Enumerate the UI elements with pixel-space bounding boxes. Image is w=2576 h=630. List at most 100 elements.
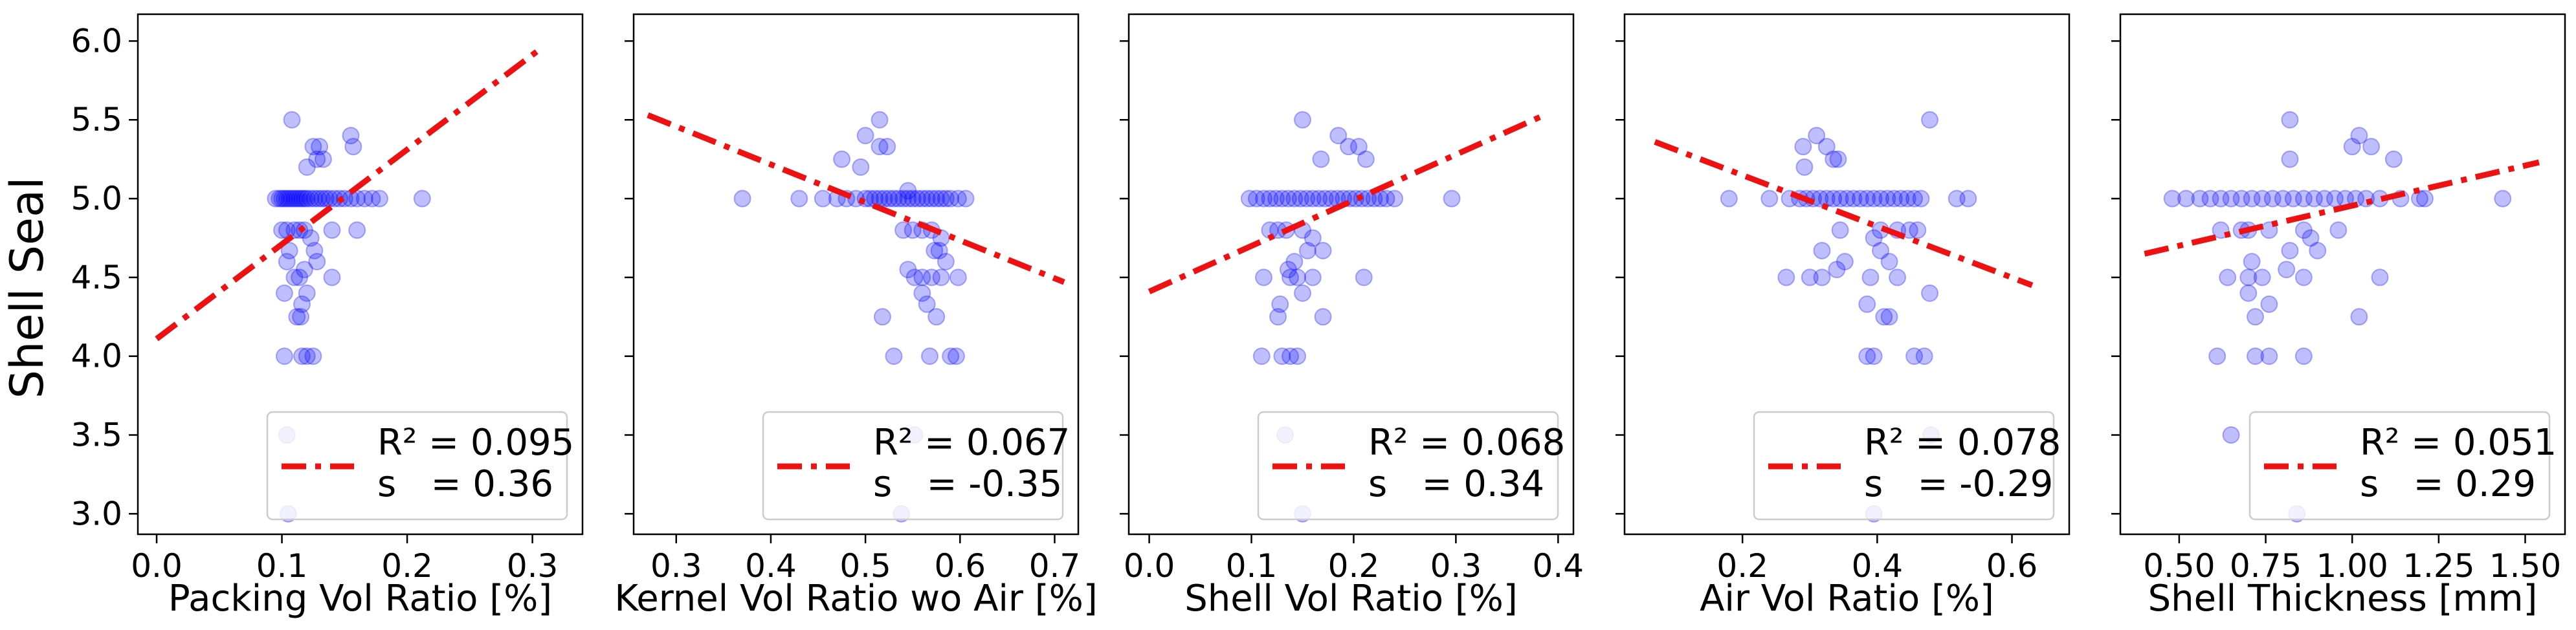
data-point (1831, 221, 1849, 239)
x-tick-label: 0.3 (507, 547, 559, 585)
data-point (2208, 347, 2226, 365)
data-point (2253, 268, 2271, 287)
data-point (1880, 253, 1898, 271)
data-point (342, 127, 360, 145)
x-tick-label: 0.4 (1533, 547, 1584, 585)
y-tick-label: 4.5 (71, 259, 122, 296)
data-point (927, 190, 946, 208)
data-point (275, 347, 293, 365)
data-point (267, 190, 285, 208)
data-point (1314, 308, 1332, 326)
data-point (273, 221, 291, 239)
data-point (957, 190, 975, 208)
data-point (2309, 241, 2327, 259)
x-tick-label: 0.1 (1226, 547, 1278, 585)
data-point (313, 190, 331, 208)
data-point (2247, 347, 2265, 365)
data-point (918, 190, 936, 208)
data-point (1273, 190, 1291, 208)
data-point (2294, 221, 2313, 239)
data-point (1316, 190, 1334, 208)
data-point (889, 190, 907, 208)
data-point (1838, 190, 1856, 208)
data-point (921, 347, 939, 365)
data-point (1921, 284, 1939, 302)
data-point (1273, 347, 1291, 365)
data-point (922, 268, 940, 287)
data-point (2305, 190, 2323, 208)
data-point (1872, 190, 1890, 208)
data-point (1795, 158, 1814, 176)
data-point (918, 295, 936, 313)
data-point (2201, 190, 2219, 208)
data-point (295, 261, 313, 279)
legend-box (2248, 411, 2551, 521)
data-point (927, 308, 946, 326)
data-point (2294, 347, 2313, 365)
data-point (1314, 241, 1332, 259)
y-tick-label: 6.0 (71, 22, 122, 60)
data-point (2239, 268, 2258, 287)
data-point (2219, 268, 2237, 287)
data-point (899, 182, 917, 200)
data-point (894, 221, 913, 239)
data-point (856, 127, 874, 145)
data-point (311, 138, 329, 156)
data-point (1279, 190, 1297, 208)
x-tick-label: 0.0 (131, 547, 183, 585)
data-point (1912, 190, 1930, 208)
subplot-grid: 3.03.54.04.55.05.56.00.0 0.1 0.2 0.3Packing… (71, 13, 2566, 620)
data-point (1322, 190, 1340, 208)
data-point (283, 111, 301, 129)
data-point (1898, 190, 1916, 208)
data-point (1865, 229, 1883, 247)
x-axis-label: Shell Vol Ratio [%] (1184, 578, 1517, 620)
data-point (370, 190, 388, 208)
data-point (2274, 190, 2292, 208)
data-point (1861, 268, 1880, 287)
data-point (1851, 190, 1869, 208)
data-point (1289, 347, 1307, 365)
data-point (1720, 190, 1738, 208)
data-point (1865, 347, 1883, 365)
x-tick-label: 1.50 (2489, 547, 2561, 585)
data-point (298, 347, 316, 365)
x-tick-label: 0.3 (650, 547, 702, 585)
x-tick-label: 1.25 (2403, 547, 2474, 585)
data-point (302, 229, 320, 247)
data-point (1285, 253, 1304, 271)
x-tick-label: 0.0 (1124, 547, 1175, 585)
data-point (885, 190, 903, 208)
legend-slope: s = 0.36 (377, 463, 553, 505)
y-axis-label: Shell Seal (1, 177, 54, 399)
data-point (1825, 190, 1843, 208)
legend-box (266, 411, 568, 521)
x-tick-label: 0.6 (1986, 547, 2038, 585)
x-tick-label: 0.2 (381, 547, 433, 585)
data-point (942, 347, 960, 365)
data-point (1794, 138, 1812, 156)
data-point (1808, 127, 1826, 145)
data-point (2239, 284, 2258, 302)
data-point (2294, 268, 2313, 287)
regression-line (2144, 159, 2540, 257)
data-point (1267, 190, 1285, 208)
data-point (298, 190, 316, 208)
x-tick-label: 0.5 (839, 547, 891, 585)
data-point (904, 221, 922, 239)
data-point (1875, 308, 1893, 326)
data-point (293, 295, 311, 313)
data-point (1349, 138, 1368, 156)
data-point (1836, 253, 1854, 271)
data-point (833, 150, 851, 168)
data-point (1865, 190, 1883, 208)
data-point (2163, 190, 2181, 208)
data-point (285, 190, 304, 208)
data-point (314, 150, 332, 168)
data-point (733, 190, 751, 208)
data-point (1858, 295, 1876, 313)
data-point (894, 190, 913, 208)
subplot-3: 0.0 0.1 0.2 0.3 0.4 Shell Vol Ratio [%] R² = 0… (1120, 13, 1584, 620)
data-point (885, 347, 903, 365)
